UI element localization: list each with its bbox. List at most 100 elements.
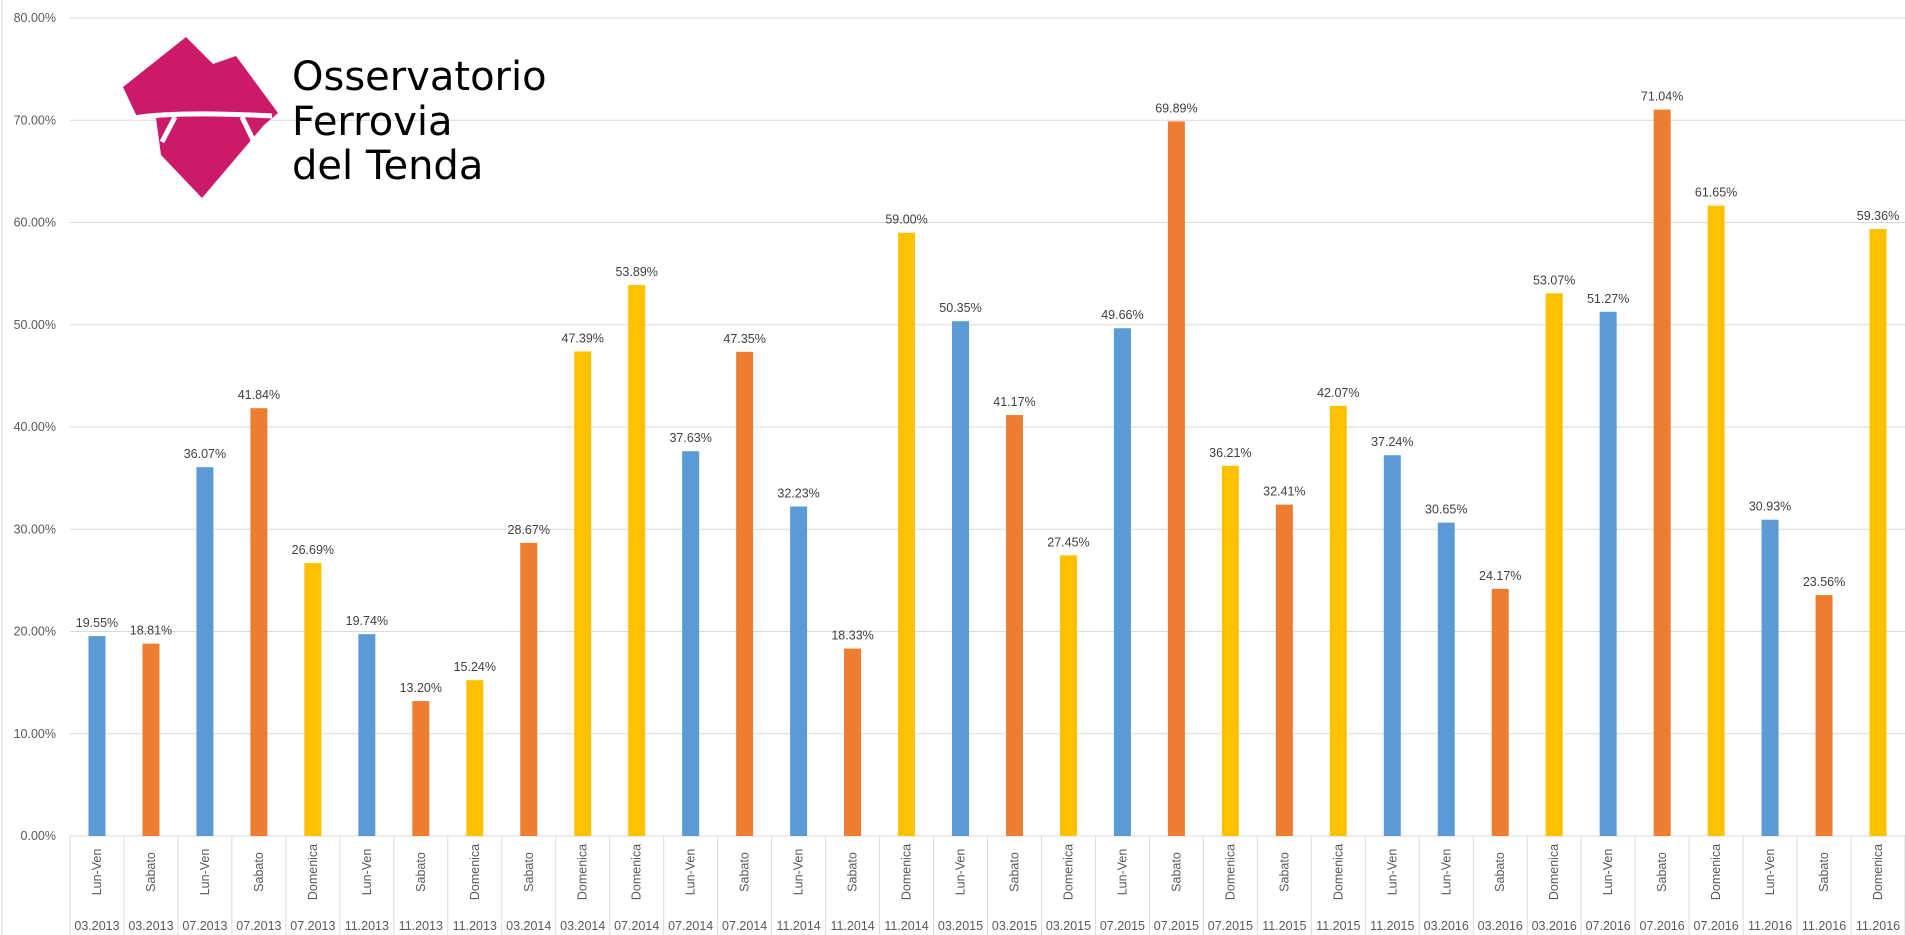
category-day-label: Domenica	[576, 844, 590, 900]
category-day-label: Domenica	[900, 844, 914, 900]
category-day-label: Lun-Ven	[684, 849, 698, 896]
data-label: 18.33%	[831, 629, 873, 643]
category-day-label: Lun-Ven	[360, 849, 374, 896]
category-day-label: Sabato	[1655, 852, 1669, 892]
category-day-label: Sabato	[1007, 852, 1021, 892]
category-day-label: Lun-Ven	[1115, 849, 1129, 896]
bar	[1167, 121, 1185, 836]
category-period-label: 03.2015	[992, 919, 1037, 933]
category-period-label: 07.2016	[1640, 919, 1685, 933]
bar	[1491, 588, 1509, 836]
data-label: 32.41%	[1263, 485, 1305, 499]
data-label: 69.89%	[1155, 101, 1197, 115]
data-label: 59.36%	[1857, 209, 1899, 223]
y-tick-label: 70.00%	[14, 113, 56, 127]
data-label: 13.20%	[400, 681, 442, 695]
category-day-label: Sabato	[738, 852, 752, 892]
data-label: 42.07%	[1317, 386, 1359, 400]
data-label: 23.56%	[1803, 575, 1845, 589]
bar	[1653, 109, 1671, 837]
category-period-label: 11.2015	[1316, 919, 1360, 933]
category-day-label: Domenica	[1331, 844, 1345, 900]
category-period-label: 11.2013	[345, 919, 389, 933]
bar	[1005, 415, 1023, 836]
data-label: 47.35%	[723, 332, 765, 346]
logo-mark-icon	[123, 37, 278, 198]
category-period-label: 03.2013	[74, 919, 119, 933]
category-day-label: Domenica	[468, 844, 482, 900]
bar	[1113, 328, 1131, 836]
data-label: 18.81%	[130, 624, 172, 638]
bar	[1329, 405, 1347, 836]
category-period-label: 07.2015	[1208, 919, 1253, 933]
category-period-label: 11.2015	[1370, 919, 1414, 933]
bar	[1869, 229, 1887, 836]
bar	[844, 648, 862, 836]
data-label: 53.07%	[1533, 273, 1575, 287]
data-label: 26.69%	[292, 543, 334, 557]
category-period-label: 11.2014	[830, 919, 874, 933]
bar	[88, 636, 106, 836]
category-period-label: 07.2016	[1694, 919, 1739, 933]
category-period-label: 11.2016	[1748, 919, 1792, 933]
logo: Osservatorio Ferrovia del Tenda	[123, 37, 547, 198]
logo-line-1: Osservatorio	[292, 54, 547, 100]
data-label: 32.23%	[777, 486, 819, 500]
data-label: 59.00%	[885, 213, 927, 227]
gridlines	[70, 17, 1905, 837]
category-period-label: 11.2015	[1262, 919, 1306, 933]
data-label: 47.39%	[562, 331, 604, 345]
data-label: 51.27%	[1587, 292, 1629, 306]
category-period-label: 07.2015	[1154, 919, 1199, 933]
data-label: 30.93%	[1749, 500, 1791, 514]
category-day-label: Lun-Ven	[792, 849, 806, 896]
category-day-label: Sabato	[522, 852, 536, 892]
bar	[196, 467, 214, 836]
category-day-label: Domenica	[306, 844, 320, 900]
data-label: 41.84%	[238, 388, 280, 402]
category-day-label: Lun-Ven	[90, 849, 104, 896]
bar	[412, 701, 430, 836]
category-day-label: Lun-Ven	[954, 849, 968, 896]
category-period-label: 07.2013	[182, 919, 227, 933]
category-period-label: 03.2016	[1478, 919, 1523, 933]
data-label: 36.07%	[184, 447, 226, 461]
category-day-label: Domenica	[1223, 844, 1237, 900]
category-period-label: 11.2014	[884, 919, 928, 933]
data-label: 19.74%	[346, 614, 388, 628]
bar	[736, 351, 754, 836]
bar	[142, 643, 160, 836]
bars	[88, 109, 1887, 837]
data-label: 30.65%	[1425, 503, 1467, 517]
bar	[1545, 293, 1563, 836]
category-period-label: 07.2014	[668, 919, 713, 933]
data-label: 37.63%	[669, 431, 711, 445]
y-tick-label: 60.00%	[14, 216, 56, 230]
category-day-label: Domenica	[1547, 844, 1561, 900]
data-label: 15.24%	[454, 660, 496, 674]
bar	[790, 506, 808, 836]
category-day-label: Sabato	[252, 852, 266, 892]
bar	[1707, 205, 1725, 836]
category-day-label: Lun-Ven	[1763, 849, 1777, 896]
bar	[628, 284, 646, 837]
y-tick-label: 20.00%	[14, 625, 56, 639]
category-period-label: 07.2013	[236, 919, 281, 933]
category-period-label: 03.2016	[1424, 919, 1469, 933]
category-period-label: 07.2014	[614, 919, 659, 933]
category-period-label: 03.2015	[938, 919, 983, 933]
category-day-label: Lun-Ven	[1439, 849, 1453, 896]
category-period-label: 03.2014	[560, 919, 605, 933]
data-label: 28.67%	[508, 523, 550, 537]
bar	[358, 634, 376, 836]
category-period-label: 07.2015	[1100, 919, 1145, 933]
bar	[1275, 504, 1293, 836]
data-label: 41.17%	[993, 395, 1035, 409]
bar	[466, 680, 484, 836]
category-period-label: 03.2014	[506, 919, 551, 933]
category-day-label: Sabato	[1277, 852, 1291, 892]
category-period-label: 03.2013	[128, 919, 173, 933]
data-label: 24.17%	[1479, 569, 1521, 583]
category-day-label: Lun-Ven	[1601, 849, 1615, 896]
